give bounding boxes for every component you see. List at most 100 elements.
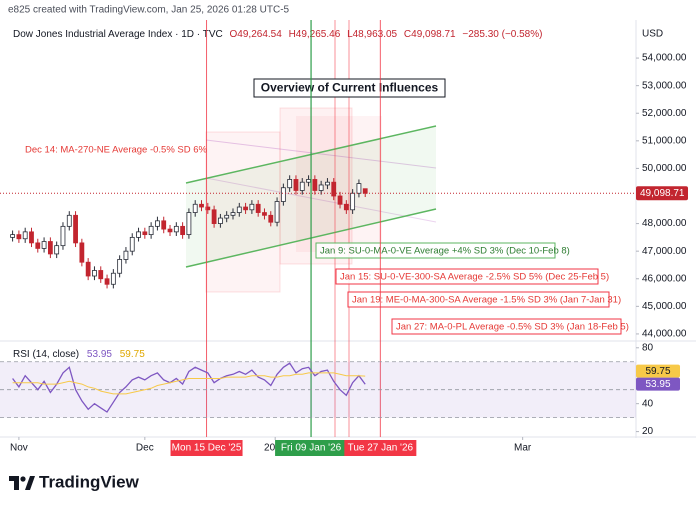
candle-body [98,270,104,280]
influence-zone [205,131,281,293]
candle-body [142,231,148,236]
candle-body [306,179,311,183]
candle-body [173,225,179,233]
y-tick-label: 80 [642,342,654,353]
legend-value: C49,098.71 [404,29,456,40]
candle-body [356,183,362,194]
candle-body [217,217,223,224]
candle-body [274,201,280,223]
candle-body [22,231,28,240]
candle-body [29,231,34,244]
legend-value: O49,264.54 [230,29,283,40]
currency: USD [642,29,663,40]
candle-body [85,261,91,277]
y-tick-label: 40 [642,398,654,409]
candle-body [325,181,330,186]
candle-body [312,179,318,191]
plot: 44,000.00 45,000.00 46,000.00 47,000.00 48,0… [0,20,688,456]
candle-body [236,206,242,213]
legend-value: H49,265.46 [289,29,341,40]
candle-body [73,214,78,244]
annotation-box [391,318,622,335]
candle-body [255,203,261,213]
trend-line [205,177,437,223]
annotation: Jan 27: MA-0-PL Average -0.5% SD 3% (Jan… [396,322,629,333]
legend-value: 53.95 [87,349,112,360]
annotation: Jan 19: ME-0-MA-300-SA Average -1.5% SD … [352,295,621,306]
candle-body [299,181,305,191]
candle-body [199,203,204,208]
credit: e825 created with TradingView.com, Jan 2… [8,5,290,16]
candle-body [287,179,293,189]
x-tick-label: Dec [136,443,154,454]
candle-body [224,214,230,219]
logo-mark [9,476,19,490]
rsi-line [12,372,366,395]
candle-body [192,203,198,213]
logo-mark [25,476,35,490]
candle-body [92,270,97,277]
legend: Dow Jones Industrial Average Index · 1D … [13,29,542,40]
candle-body [16,234,22,240]
y-tick-label: 53,000.00 [642,80,687,91]
candle-body [129,236,135,252]
annotation-title: Overview of Current Influences [261,81,439,95]
candle-body [110,272,116,285]
time-marker-label: Mon 15 Dec '25 [172,443,242,454]
candle-body [243,206,248,211]
y-tick-label: 45,000.00 [642,301,687,312]
annotation-box [347,291,610,308]
candle-body [268,214,274,223]
annotation: Jan 15: SU-0-VE-300-SA Average -2.5% SD … [340,272,609,283]
annotation-box [315,242,556,259]
legend-value: 59.75 [120,349,145,360]
candle-body [123,250,129,260]
rsi-legend: RSI (14, close) 53.95 59.75 [13,349,145,360]
legend-value: L48,963.05 [347,29,397,40]
candle-body [155,220,160,227]
candle-body [293,179,299,191]
rsi-ma-value: 59.75 [645,366,670,377]
time-marker-label: Tue 27 Jan '26 [348,443,414,454]
candle-body [66,214,72,227]
y-tick-label: 51,000.00 [642,135,687,146]
candle-body [136,231,141,238]
candle-body [262,212,267,216]
logo-mark [20,476,26,482]
candle-body [54,245,60,255]
y-tick-label: 20 [642,426,654,437]
rsi-ma-tag [636,364,680,378]
rsi-tag [636,377,680,391]
brand: TradingView [39,472,140,491]
y-tick-label: 47,000.00 [642,246,687,257]
last-price-tag [636,186,688,201]
candle-body [331,181,337,197]
title-box [253,78,446,98]
annotation-box [335,268,599,285]
candle-body [60,225,66,247]
y-tick-label: 52,000.00 [642,108,687,119]
candle-body [10,234,15,238]
candle-body [167,228,173,233]
legend-value: −285.30 (−0.58%) [462,29,542,40]
candle-body [104,278,110,285]
x-tick-label: Nov [10,443,28,454]
candle-body [230,212,236,216]
candle-body [280,187,286,202]
rsi-line [12,362,366,413]
candle-body [148,225,154,236]
time-marker-label: Fri 09 Jan '26 [281,443,342,454]
brand-logo [9,476,35,490]
rsi-value: 53.95 [645,379,670,390]
candle-body [180,225,186,236]
annotation: Jan 9: SU-0-MA-0-VE Average +4% SD 3% (D… [320,246,570,257]
candle-body [343,203,349,211]
y-tick-label: 50,000.00 [642,163,687,174]
candle-body [350,192,356,211]
candle-body [186,212,192,236]
y-tick-label: 46,000.00 [642,273,687,284]
candle-body [35,242,41,249]
time-marker-box [170,440,243,456]
chart-title: Dow Jones Industrial Average Index · 1D … [13,29,223,40]
